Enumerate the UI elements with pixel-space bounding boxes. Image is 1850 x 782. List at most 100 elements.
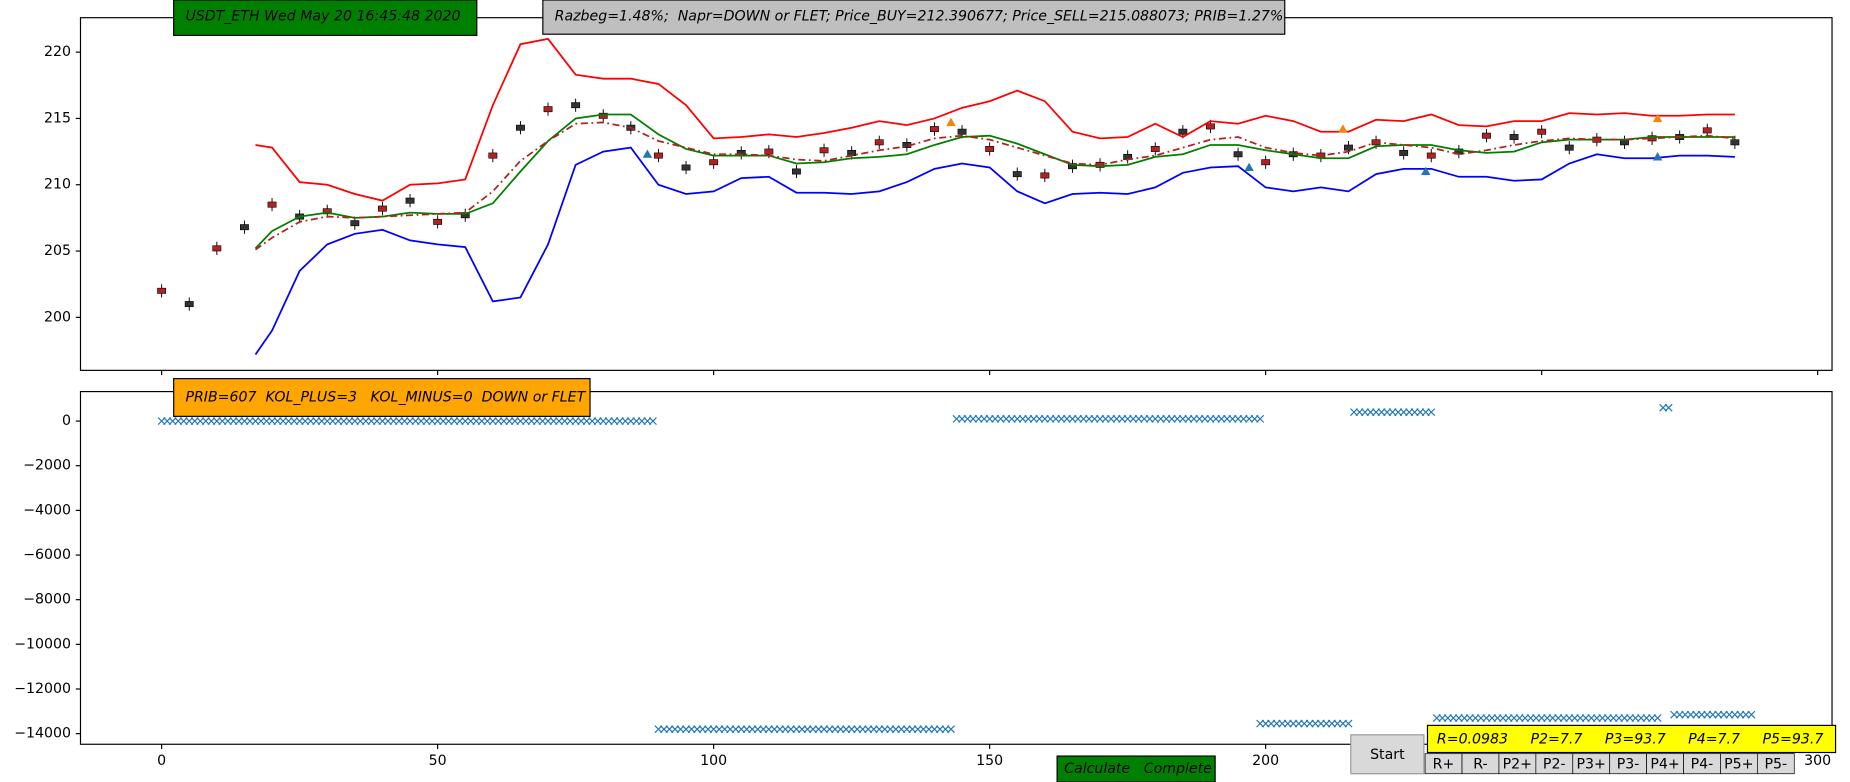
y-tick-label: −6000: [23, 547, 71, 563]
candle-body: [1178, 128, 1188, 135]
x-tick-label: 200: [1252, 753, 1279, 769]
x-marker: [1256, 414, 1265, 423]
candle-body: [792, 168, 801, 175]
signal-marker: [1244, 162, 1254, 172]
params-box: [1426, 724, 1837, 754]
param-button-label[interactable]: P3+: [1576, 756, 1605, 772]
x-marker: [1344, 719, 1353, 728]
candle-body: [930, 126, 939, 133]
param-button[interactable]: [1757, 753, 1795, 775]
candle-body: [1426, 152, 1436, 159]
candle-body: [874, 139, 884, 146]
signal-marker: [1652, 152, 1663, 161]
start-button[interactable]: [1350, 734, 1425, 775]
candle-body: [819, 147, 829, 154]
x-marker: [1653, 714, 1662, 722]
candle-body: [1702, 127, 1712, 134]
candle-body: [1040, 172, 1050, 179]
param-button-label[interactable]: R-: [1473, 756, 1487, 772]
y-tick-label: 205: [44, 243, 71, 259]
button-row: R+ R- P2+ P2- P3+ P3- P4+ P4- P5+ P5-: [1424, 753, 1795, 775]
candle-body: [1537, 128, 1547, 135]
status-text: Calculate Complete: [1064, 761, 1212, 777]
y-tick-label: 220: [44, 44, 71, 60]
candle-body: [488, 152, 498, 159]
params-text: R=0.0983 P2=7.7 P3=93.7 P4=7.7 P5=93.7: [1437, 732, 1824, 748]
param-button-label[interactable]: P4-: [1691, 756, 1714, 772]
axes-frame: [79, 391, 1833, 745]
candle-body: [240, 224, 249, 231]
candle-body: [1509, 134, 1519, 140]
candle-body: [350, 220, 360, 227]
param-button-label[interactable]: P3-: [1617, 756, 1640, 772]
candle-body: [405, 197, 415, 204]
info-text: Razbeg=1.48%; Napr=DOWN or FLET; Price_B…: [555, 9, 1284, 25]
param-button-label[interactable]: R+: [1433, 756, 1455, 772]
candle-body: [681, 164, 691, 171]
x-tick-label: 150: [976, 753, 1003, 769]
signal-marker: [1652, 113, 1663, 122]
param-button-label[interactable]: P4+: [1650, 756, 1679, 772]
signal-marker: [1421, 166, 1431, 176]
y-tick-label: 210: [44, 177, 71, 193]
param-button-label[interactable]: P2-: [1543, 756, 1566, 772]
candle-body: [267, 201, 277, 208]
candle-body: [516, 124, 525, 131]
candle-body: [709, 159, 719, 166]
param-button-label[interactable]: P5+: [1724, 756, 1753, 772]
title-box: [173, 0, 478, 36]
y-tick-label: 215: [44, 110, 71, 126]
candle-body: [1399, 149, 1409, 156]
x-tick-label: 300: [1804, 753, 1831, 769]
candle-body: [322, 208, 332, 215]
y-tick-label: 200: [44, 309, 71, 325]
candle-body: [1012, 171, 1022, 178]
candle-body: [1261, 159, 1271, 166]
candle-body: [654, 152, 663, 159]
x-marker: [1664, 403, 1673, 412]
x-marker: [947, 725, 955, 734]
candle-body: [1233, 151, 1243, 158]
candle-body: [1730, 139, 1740, 146]
candle-body: [571, 102, 581, 109]
x-tick-label: 50: [429, 753, 447, 769]
x-marker: [648, 417, 657, 426]
candle-body: [1206, 123, 1215, 130]
y-tick-label: −2000: [23, 458, 71, 474]
candle-body: [1150, 146, 1160, 152]
candle-body: [157, 287, 167, 294]
info-box: [542, 0, 1286, 35]
y-tick-label: −4000: [23, 502, 71, 518]
x-tick-label: 0: [157, 753, 166, 769]
signal-marker: [1338, 124, 1348, 133]
x-marker: [1747, 710, 1756, 719]
y-tick-label: 0: [62, 413, 71, 429]
param-button-label[interactable]: P5-: [1764, 756, 1787, 772]
y-tick-label: −8000: [23, 592, 71, 608]
candle-body: [433, 218, 443, 225]
candle-body: [1344, 144, 1353, 151]
candle-body: [184, 301, 194, 308]
y-tick-label: −14000: [14, 726, 71, 742]
candle-body: [1068, 163, 1077, 170]
y-tick-label: −10000: [14, 636, 71, 652]
stats-box: [173, 378, 591, 417]
candle-body: [543, 106, 553, 113]
x-tick-label: 100: [700, 753, 727, 769]
start-label[interactable]: Start: [1370, 747, 1405, 763]
status-box: [1056, 755, 1216, 782]
candle-body: [378, 205, 387, 212]
signal-marker: [946, 117, 956, 126]
y-tick-label: −12000: [14, 681, 71, 697]
candle-body: [764, 148, 774, 155]
indicator-line: [254, 113, 1735, 249]
param-button-label[interactable]: P2+: [1503, 756, 1532, 772]
stats-text: PRIB=607 KOL_PLUS=3 KOL_MINUS=0 DOWN or …: [185, 389, 586, 405]
candle-body: [1564, 144, 1574, 151]
indicator-line: [254, 121, 1735, 251]
candle-body: [957, 128, 967, 135]
candle-body: [212, 245, 222, 252]
indicator-line: [254, 146, 1735, 355]
x-marker: [1427, 408, 1436, 417]
